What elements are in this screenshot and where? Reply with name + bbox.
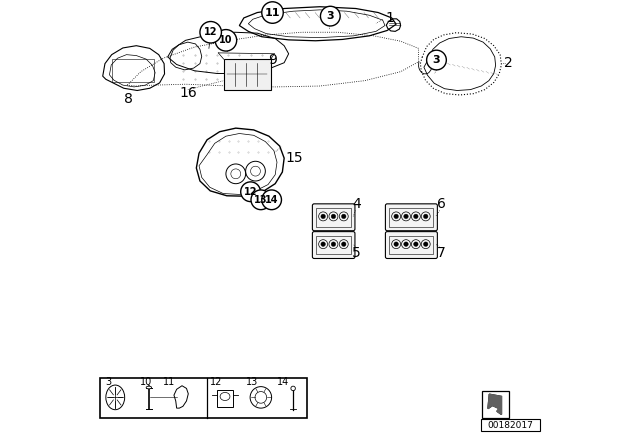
Text: 14: 14: [276, 377, 289, 387]
Circle shape: [342, 214, 346, 219]
Text: 12: 12: [204, 27, 218, 37]
Circle shape: [413, 242, 418, 246]
Text: 10: 10: [219, 35, 233, 45]
Text: 1: 1: [385, 11, 394, 25]
Circle shape: [321, 214, 325, 219]
Circle shape: [394, 242, 398, 246]
Text: 13: 13: [254, 195, 268, 205]
Circle shape: [404, 214, 408, 219]
Polygon shape: [488, 394, 502, 414]
Text: 8: 8: [124, 92, 132, 107]
Circle shape: [262, 2, 284, 23]
Text: 12: 12: [210, 377, 223, 387]
Circle shape: [321, 242, 325, 246]
Circle shape: [332, 214, 336, 219]
Circle shape: [404, 242, 408, 246]
Circle shape: [241, 182, 260, 202]
Circle shape: [342, 242, 346, 246]
Text: 14: 14: [265, 195, 278, 205]
Text: 12: 12: [244, 187, 257, 197]
Bar: [112, 59, 154, 82]
Bar: [224, 59, 271, 90]
Bar: [389, 236, 433, 254]
Circle shape: [321, 6, 340, 26]
Bar: [481, 419, 540, 431]
Text: 00182017: 00182017: [488, 421, 533, 430]
Text: 6: 6: [436, 197, 445, 211]
Bar: [217, 390, 233, 407]
FancyBboxPatch shape: [312, 232, 355, 258]
Circle shape: [413, 214, 418, 219]
Circle shape: [394, 214, 398, 219]
Text: 9: 9: [269, 53, 277, 68]
Bar: [389, 208, 433, 227]
Bar: [100, 378, 307, 418]
Circle shape: [215, 30, 237, 51]
Text: 11: 11: [163, 377, 175, 387]
Text: 13: 13: [246, 377, 259, 387]
Bar: [316, 236, 351, 254]
Circle shape: [200, 22, 221, 43]
FancyBboxPatch shape: [385, 204, 437, 231]
Text: 3: 3: [433, 55, 440, 65]
FancyBboxPatch shape: [385, 232, 437, 258]
Text: 15: 15: [285, 151, 303, 165]
Text: 4: 4: [353, 197, 361, 211]
Text: 3: 3: [326, 11, 334, 21]
Text: 3: 3: [105, 377, 111, 387]
Ellipse shape: [146, 386, 152, 389]
Text: 10: 10: [140, 377, 152, 387]
Bar: [316, 208, 351, 227]
FancyBboxPatch shape: [312, 204, 355, 231]
Text: 11: 11: [265, 8, 280, 17]
Circle shape: [251, 190, 271, 210]
Bar: [482, 391, 509, 418]
Circle shape: [262, 190, 282, 210]
Circle shape: [427, 50, 446, 70]
Text: 16: 16: [179, 86, 196, 100]
Circle shape: [332, 242, 336, 246]
Text: 2: 2: [504, 56, 513, 70]
Text: 5: 5: [353, 246, 361, 260]
Text: 7: 7: [436, 246, 445, 260]
Circle shape: [424, 242, 428, 246]
Ellipse shape: [291, 386, 296, 391]
Circle shape: [424, 214, 428, 219]
